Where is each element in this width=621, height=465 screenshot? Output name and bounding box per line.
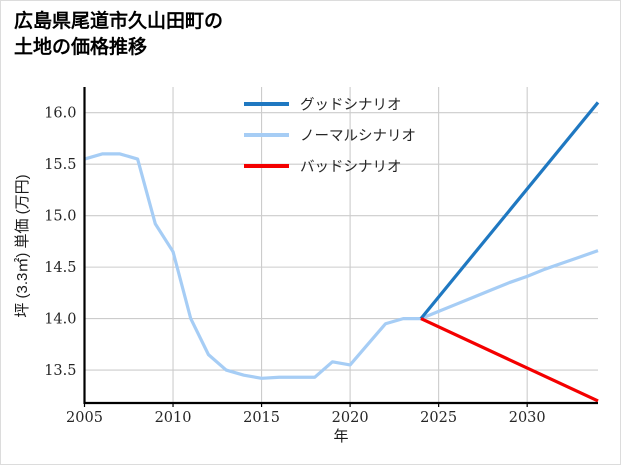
x-tick-label: 2025 <box>420 410 457 426</box>
y-tick-label: 13.5 <box>44 363 76 379</box>
x-tick-labels: 2005 2010 2015 2020 2025 2030 <box>66 410 546 426</box>
y-tick-label: 15.0 <box>44 209 76 225</box>
y-tick-label: 14.0 <box>44 312 76 328</box>
series-line-good <box>419 101 600 320</box>
series-lines <box>84 101 600 403</box>
legend-label-1: ノーマルシナリオ <box>300 129 416 145</box>
y-axis-title: 坪 (3.3㎡) 単価 (万円) <box>14 174 31 317</box>
x-tick-label: 2030 <box>509 410 546 426</box>
series-line-bad <box>420 317 599 403</box>
legend-label-0: グッドシナリオ <box>300 97 402 114</box>
y-tick-label: 15.5 <box>44 157 76 173</box>
axis-spines <box>83 87 598 405</box>
series-line-normal <box>84 152 599 380</box>
x-axis-title: 年 <box>333 428 348 445</box>
x-tickmarks <box>83 403 528 407</box>
page-title: 広島県尾道市久山田町の 土地の価格推移 <box>14 11 224 58</box>
y-tick-label: 14.5 <box>44 260 76 276</box>
y-tick-labels: 13.5 14.0 14.5 15.0 15.5 16.0 <box>44 106 76 379</box>
x-tick-label: 2015 <box>243 410 280 426</box>
x-tick-label: 2005 <box>66 410 103 426</box>
legend-label-2: バッドシナリオ <box>300 160 402 176</box>
x-tick-label: 2020 <box>332 410 369 426</box>
y-tick-label: 16.0 <box>44 106 76 122</box>
x-tick-label: 2010 <box>155 410 192 426</box>
